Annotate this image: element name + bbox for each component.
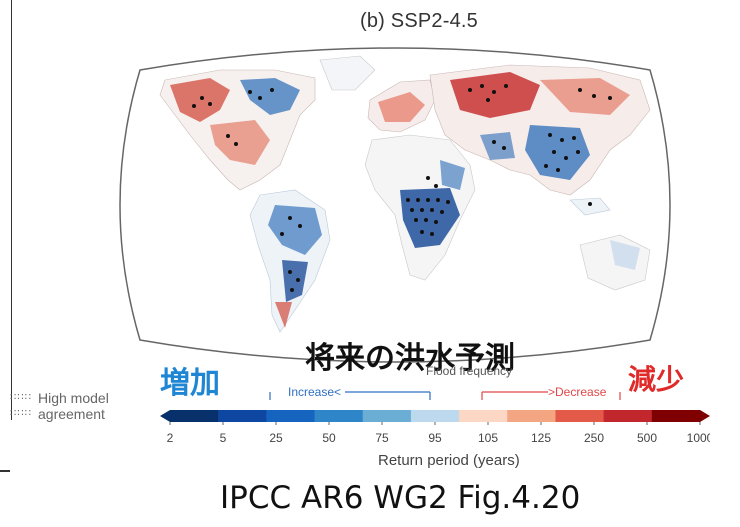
sa-increase-zone-2: [282, 260, 308, 302]
colorbar-tick-label: 75: [375, 431, 389, 445]
increase-text: Increase<: [288, 385, 341, 399]
colorbar-segments: [170, 410, 701, 422]
increase-label-jp: 増加: [160, 367, 220, 400]
agreement-line-2: agreement: [38, 406, 105, 422]
na-decrease-zone: [170, 78, 230, 122]
decrease-label-jp: 減少: [628, 364, 685, 395]
colorbar-tick-label: 125: [531, 431, 551, 445]
as-decrease-zone-2: [540, 78, 630, 115]
as-increase-zone-2: [480, 132, 515, 160]
panel-title: (b) SSP2-4.5: [360, 10, 479, 32]
colorbar-segment: [266, 410, 316, 422]
agreement-line-1: High model: [38, 390, 109, 406]
world-flood-map: [119, 47, 671, 363]
colorbar-segment: [555, 410, 605, 422]
decrease-text: >Decrease: [548, 385, 607, 399]
greenland: [319, 55, 376, 91]
colorbar-tick-label: 250: [584, 431, 604, 445]
colorbar-tick-label: 95: [428, 431, 442, 445]
colorbar-segment: [218, 410, 267, 422]
colorbar-tick-label: 50: [322, 431, 336, 445]
model-agreement-legend: ∷∷∷ High model ∷∷∷ agreement: [10, 390, 109, 422]
au-increase-zone: [610, 240, 640, 270]
na-decrease-zone-2: [210, 120, 270, 165]
colorbar-segment: [170, 410, 219, 422]
colorbar-tick-label: 500: [637, 431, 657, 445]
colorbar-segment: [459, 410, 508, 422]
af-increase-zone-2: [440, 160, 465, 190]
flood-projection-title-jp: 将来の洪水予測: [305, 342, 515, 375]
colorbar-segment: [507, 410, 556, 422]
agreement-dots-icon: ∷∷∷: [10, 392, 33, 403]
af-increase-zone: [400, 188, 460, 248]
sa-increase-zone: [268, 205, 322, 255]
colorbar-segment: [651, 410, 701, 422]
adjacent-panel-frame: [0, 0, 12, 420]
colorbar-segment: [410, 410, 460, 422]
agreement-dots: [192, 84, 612, 292]
colorbar-right-tip: [700, 410, 710, 422]
as-decrease-zone: [450, 72, 540, 118]
increase-bracket: Increase<: [269, 385, 431, 400]
agreement-dots-icon-2: ∷∷∷: [10, 408, 33, 419]
colorbar-tick-label: 2: [167, 431, 174, 445]
return-period-label: Return period (years): [378, 452, 520, 469]
sa-decrease-zone: [275, 302, 292, 328]
na-increase-zone: [240, 78, 300, 115]
colorbar-legend: Increase< >Decrease 2 5 25 50 75 95 105 125 250 5…: [160, 385, 710, 445]
colorbar-segment: [603, 410, 653, 422]
figure-caption: IPCC AR6 WG2 Fig.4.20: [220, 480, 581, 516]
colorbar-tick-label: 1000: [687, 431, 710, 445]
colorbar-left-tip: [160, 410, 170, 422]
decrease-bracket: >Decrease: [481, 385, 621, 400]
eu-decrease-zone: [378, 92, 425, 122]
colorbar-ticks: 25255075951051252505001000: [167, 422, 710, 445]
se-asia-islands: [569, 197, 611, 216]
colorbar-tick-label: 25: [269, 431, 283, 445]
colorbar-segment: [362, 410, 412, 422]
colorbar-tick-label: 105: [478, 431, 498, 445]
colorbar-segment: [314, 410, 364, 422]
adjacent-panel-dash: [0, 470, 10, 472]
flood-frequency-label: Flood frequency: [426, 364, 513, 378]
colorbar-tick-label: 5: [220, 431, 227, 445]
